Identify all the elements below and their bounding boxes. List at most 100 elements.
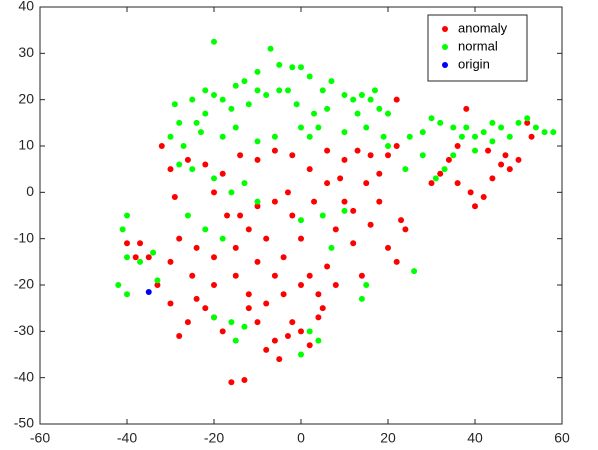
point <box>189 96 196 103</box>
point <box>167 300 174 307</box>
legend-marker <box>442 44 448 50</box>
point <box>411 268 418 275</box>
point <box>124 254 130 261</box>
point <box>171 101 178 108</box>
point <box>237 212 244 219</box>
legend-label: anomaly <box>458 20 508 35</box>
point <box>167 133 174 140</box>
point <box>480 129 487 136</box>
y-tick-label: 10 <box>18 137 34 153</box>
point <box>328 244 335 251</box>
point <box>245 101 252 108</box>
legend-label: normal <box>458 38 498 53</box>
point <box>254 258 261 265</box>
point <box>454 143 461 149</box>
point <box>315 124 322 131</box>
point <box>298 235 304 242</box>
point <box>211 314 217 321</box>
point <box>337 175 344 182</box>
point <box>119 226 126 233</box>
y-tick-label: 30 <box>18 44 34 60</box>
point <box>193 295 200 302</box>
y-tick-label: -40 <box>14 368 34 384</box>
point <box>211 282 217 288</box>
point <box>428 115 435 122</box>
point <box>189 272 196 279</box>
point <box>350 96 357 103</box>
point <box>376 198 383 205</box>
point <box>419 129 426 136</box>
point <box>467 189 474 196</box>
point <box>289 64 296 71</box>
point <box>219 170 226 177</box>
point <box>363 124 370 131</box>
point <box>306 272 313 279</box>
point <box>489 175 496 182</box>
point <box>367 152 374 159</box>
point <box>280 254 287 261</box>
point <box>245 226 252 233</box>
point <box>380 133 387 140</box>
point <box>263 346 270 353</box>
point <box>241 376 248 383</box>
point <box>354 110 361 117</box>
point <box>202 226 209 233</box>
y-tick-label: -10 <box>14 229 34 245</box>
point <box>328 78 335 85</box>
point <box>437 170 444 177</box>
point <box>432 175 439 182</box>
point <box>115 282 122 288</box>
point <box>284 189 291 196</box>
y-tick-label: 20 <box>18 90 34 106</box>
point <box>341 198 348 205</box>
point <box>171 193 178 200</box>
point <box>472 147 478 154</box>
point <box>515 119 522 126</box>
point <box>524 115 531 122</box>
point <box>332 282 339 288</box>
point <box>319 87 326 94</box>
point <box>350 240 357 247</box>
point <box>254 319 261 326</box>
legend-label: origin <box>458 56 490 71</box>
point <box>137 258 144 265</box>
point <box>515 156 522 163</box>
point <box>358 272 365 279</box>
point <box>245 305 252 312</box>
x-tick-label: -20 <box>204 430 224 446</box>
point <box>385 143 391 149</box>
point <box>454 180 461 187</box>
point <box>180 143 187 149</box>
point <box>354 147 361 154</box>
point <box>506 166 513 173</box>
point <box>324 147 331 154</box>
point <box>197 129 204 136</box>
point <box>263 92 270 99</box>
point <box>298 124 304 131</box>
point <box>154 282 161 288</box>
point <box>232 124 239 131</box>
point <box>184 156 191 163</box>
point <box>254 156 261 163</box>
point <box>211 38 217 45</box>
point <box>306 328 313 335</box>
point <box>315 314 322 321</box>
point <box>450 152 457 159</box>
point <box>550 129 557 136</box>
point <box>158 143 165 149</box>
point <box>271 337 278 344</box>
point <box>245 291 252 298</box>
point <box>472 133 478 140</box>
point <box>193 244 200 251</box>
point <box>358 92 365 99</box>
point <box>293 101 300 108</box>
y-tick-label: -30 <box>14 322 34 338</box>
point <box>150 249 157 256</box>
point <box>224 212 231 219</box>
point <box>228 379 235 386</box>
y-tick-label: -50 <box>14 415 34 431</box>
point <box>385 110 391 117</box>
point <box>298 328 304 335</box>
point <box>402 166 409 173</box>
point <box>176 119 183 126</box>
